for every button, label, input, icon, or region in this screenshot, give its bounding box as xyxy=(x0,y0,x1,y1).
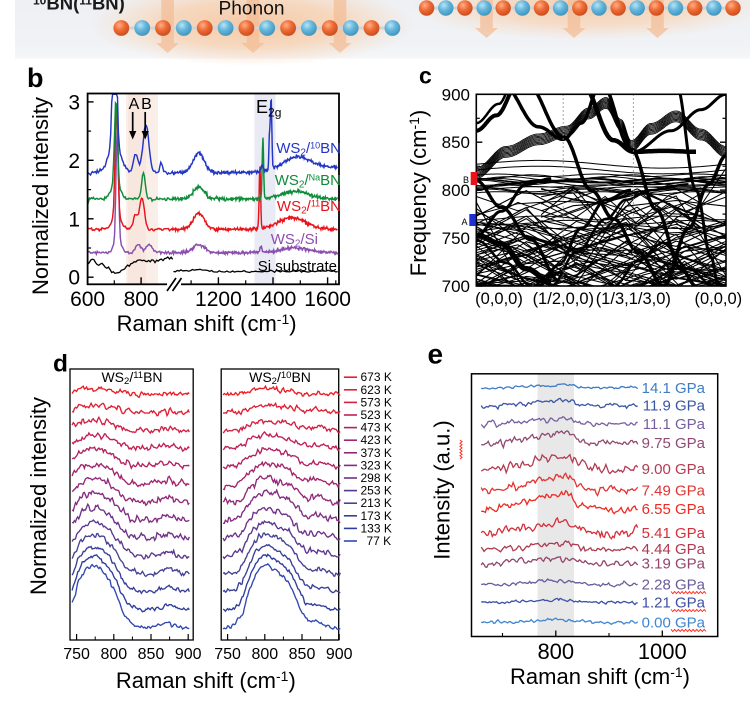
svg-text:Intensity (a.u.): Intensity (a.u.) xyxy=(430,420,455,559)
svg-text:11.1 GPa: 11.1 GPa xyxy=(643,416,706,433)
svg-text:WS2/10BN: WS2/10BN xyxy=(249,369,311,387)
svg-text:9.00 GPa: 9.00 GPa xyxy=(642,461,706,478)
svg-text:1400: 1400 xyxy=(250,288,297,311)
svg-text:600: 600 xyxy=(70,288,105,311)
svg-text:WS2/10BN: WS2/10BN xyxy=(276,140,341,159)
svg-text:Phonon: Phonon xyxy=(219,0,285,20)
svg-text:A: A xyxy=(129,96,140,113)
svg-text:A: A xyxy=(461,217,467,227)
svg-text:77 K: 77 K xyxy=(367,534,392,548)
svg-text:WS2/11BN: WS2/11BN xyxy=(101,369,162,387)
svg-text:Normalized intensity: Normalized intensity xyxy=(28,97,53,295)
svg-text:7.49 GPa: 7.49 GPa xyxy=(642,482,706,499)
svg-text:e: e xyxy=(428,339,444,370)
svg-text:573 K: 573 K xyxy=(361,395,392,409)
svg-text:750: 750 xyxy=(442,229,470,248)
svg-text:373 K: 373 K xyxy=(361,446,392,460)
svg-text:298 K: 298 K xyxy=(361,471,392,485)
svg-text:133 K: 133 K xyxy=(361,521,392,535)
svg-text:2: 2 xyxy=(68,150,80,173)
svg-text:213 K: 213 K xyxy=(361,496,392,510)
svg-text:800: 800 xyxy=(442,181,470,200)
svg-text:1200: 1200 xyxy=(195,288,242,311)
svg-text:3.19 GPa: 3.19 GPa xyxy=(642,555,706,572)
svg-text:Normalized intensity: Normalized intensity xyxy=(26,397,51,595)
svg-text:673 K: 673 K xyxy=(361,370,392,384)
svg-text:473 K: 473 K xyxy=(361,421,392,435)
svg-text:Frequency (cm-1): Frequency (cm-1) xyxy=(406,110,431,277)
svg-text:750: 750 xyxy=(214,646,241,663)
svg-text:(1/2,0,0): (1/2,0,0) xyxy=(533,290,594,308)
svg-text:523 K: 523 K xyxy=(361,408,392,422)
svg-text:0: 0 xyxy=(68,267,80,290)
svg-text:850: 850 xyxy=(289,646,316,663)
svg-text:Si substrate: Si substrate xyxy=(258,258,337,275)
svg-text:700: 700 xyxy=(442,277,470,296)
svg-text:11.9 GPa: 11.9 GPa xyxy=(643,397,706,414)
svg-text:c: c xyxy=(419,63,432,89)
svg-text:(0,0,0): (0,0,0) xyxy=(475,290,523,308)
svg-text:B: B xyxy=(141,96,152,113)
svg-text:800: 800 xyxy=(251,646,278,663)
svg-text:1.21 GPa: 1.21 GPa xyxy=(642,595,706,612)
svg-text:253 K: 253 K xyxy=(361,484,392,498)
svg-text:323 K: 323 K xyxy=(361,458,392,472)
svg-text:850: 850 xyxy=(138,646,165,663)
svg-text:850: 850 xyxy=(442,133,470,152)
svg-text:Raman shift (cm-1): Raman shift (cm-1) xyxy=(117,311,297,336)
svg-text:750: 750 xyxy=(63,646,90,663)
svg-text:423 K: 423 K xyxy=(361,433,392,447)
svg-text:800: 800 xyxy=(124,288,159,311)
svg-text:(0,0,0): (0,0,0) xyxy=(694,290,742,308)
svg-text:900: 900 xyxy=(175,646,202,663)
svg-text:900: 900 xyxy=(326,646,353,663)
svg-text:(1/3,1/3,0): (1/3,1/3,0) xyxy=(596,290,671,308)
svg-text:14.1 GPa: 14.1 GPa xyxy=(642,380,706,397)
svg-text:800: 800 xyxy=(100,646,127,663)
svg-text:WS2/Si: WS2/Si xyxy=(271,231,318,250)
svg-text:623 K: 623 K xyxy=(361,383,392,397)
svg-text:10BN(11BN): 10BN(11BN) xyxy=(33,0,125,14)
svg-text:5.41 GPa: 5.41 GPa xyxy=(642,525,706,542)
svg-text:Raman shift (cm-1): Raman shift (cm-1) xyxy=(510,664,690,689)
svg-text:1000: 1000 xyxy=(638,639,687,664)
svg-text:6.55 GPa: 6.55 GPa xyxy=(642,501,706,518)
svg-text:1: 1 xyxy=(68,208,80,231)
svg-text:900: 900 xyxy=(442,85,470,104)
svg-text:0.00 GPa: 0.00 GPa xyxy=(642,614,706,631)
svg-text:1600: 1600 xyxy=(304,288,351,311)
svg-text:9.75 GPa: 9.75 GPa xyxy=(642,435,706,452)
svg-text:3: 3 xyxy=(68,91,80,114)
svg-text:2.28 GPa: 2.28 GPa xyxy=(642,577,706,594)
svg-text:WS2/11BN: WS2/11BN xyxy=(277,198,341,217)
svg-text:4.44 GPa: 4.44 GPa xyxy=(642,541,706,558)
svg-text:B: B xyxy=(463,175,469,185)
svg-text:b: b xyxy=(27,63,44,93)
svg-text:d: d xyxy=(53,351,68,378)
svg-text:Raman shift (cm-1): Raman shift (cm-1) xyxy=(116,668,296,693)
svg-text:WS2/NaBN: WS2/NaBN xyxy=(275,172,341,191)
svg-text:173 K: 173 K xyxy=(361,509,392,523)
svg-text:800: 800 xyxy=(537,639,574,664)
